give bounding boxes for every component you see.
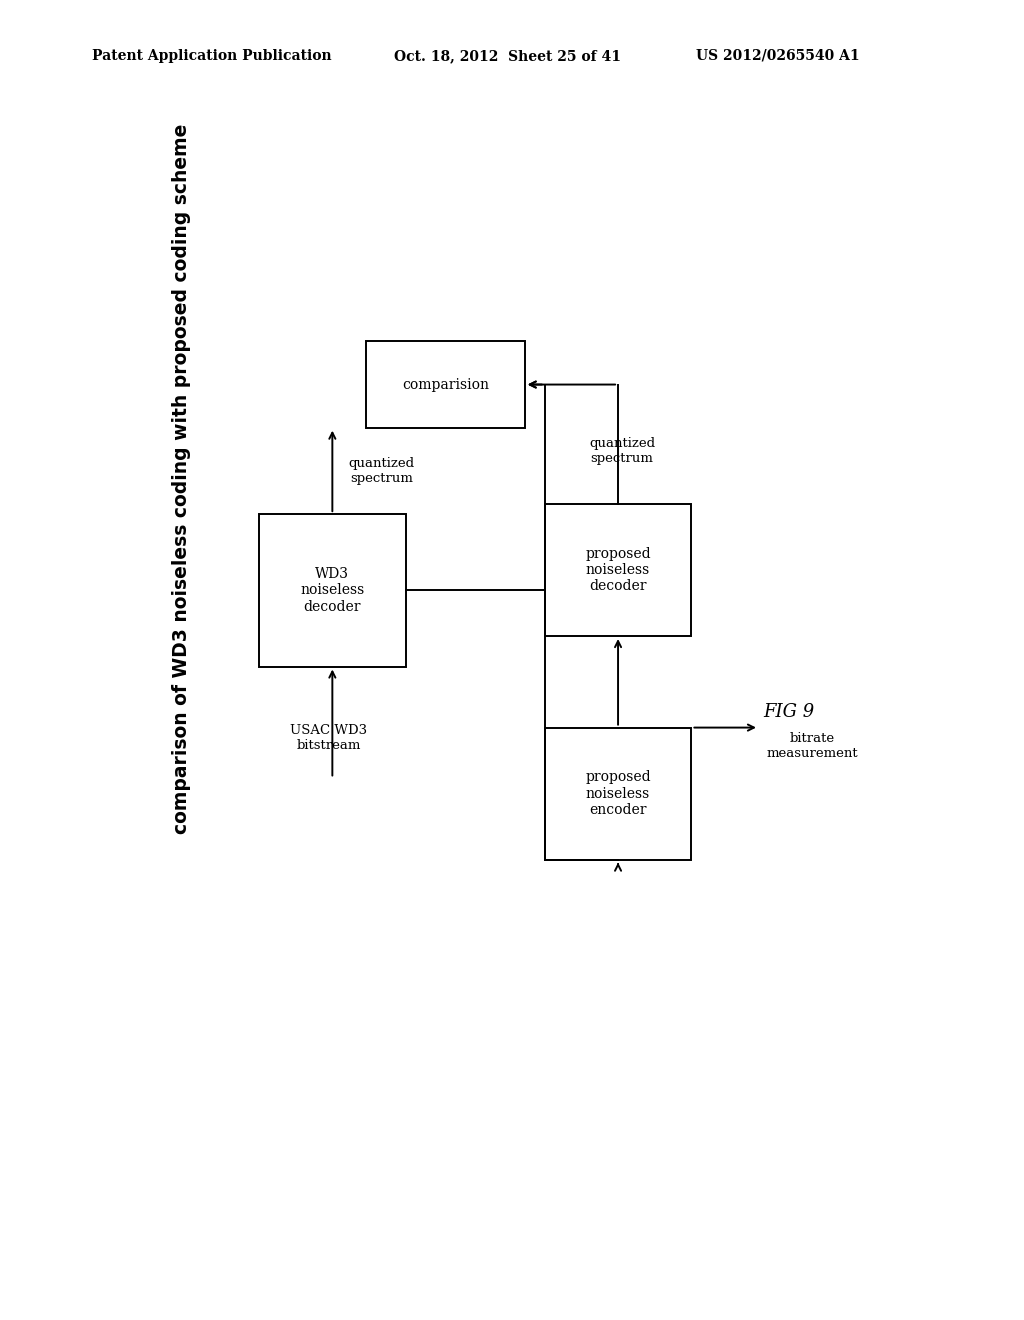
- FancyBboxPatch shape: [545, 504, 691, 636]
- FancyBboxPatch shape: [259, 515, 406, 667]
- Text: quantized
spectrum: quantized spectrum: [589, 437, 655, 465]
- Text: Oct. 18, 2012  Sheet 25 of 41: Oct. 18, 2012 Sheet 25 of 41: [394, 49, 622, 63]
- Text: FIG 9: FIG 9: [763, 704, 814, 721]
- FancyBboxPatch shape: [545, 727, 691, 859]
- Text: quantized
spectrum: quantized spectrum: [348, 457, 415, 484]
- Text: proposed
noiseless
encoder: proposed noiseless encoder: [586, 771, 651, 817]
- Text: Patent Application Publication: Patent Application Publication: [92, 49, 332, 63]
- Text: comparision: comparision: [402, 378, 488, 392]
- Text: proposed
noiseless
decoder: proposed noiseless decoder: [586, 546, 651, 593]
- Text: WD3
noiseless
decoder: WD3 noiseless decoder: [300, 568, 365, 614]
- Text: USAC WD3
bitstream: USAC WD3 bitstream: [290, 723, 367, 752]
- Text: US 2012/0265540 A1: US 2012/0265540 A1: [696, 49, 860, 63]
- FancyBboxPatch shape: [367, 342, 524, 428]
- Text: bitrate
measurement: bitrate measurement: [767, 731, 858, 760]
- Text: comparison of WD3 noiseless coding with proposed coding scheme: comparison of WD3 noiseless coding with …: [172, 123, 191, 834]
